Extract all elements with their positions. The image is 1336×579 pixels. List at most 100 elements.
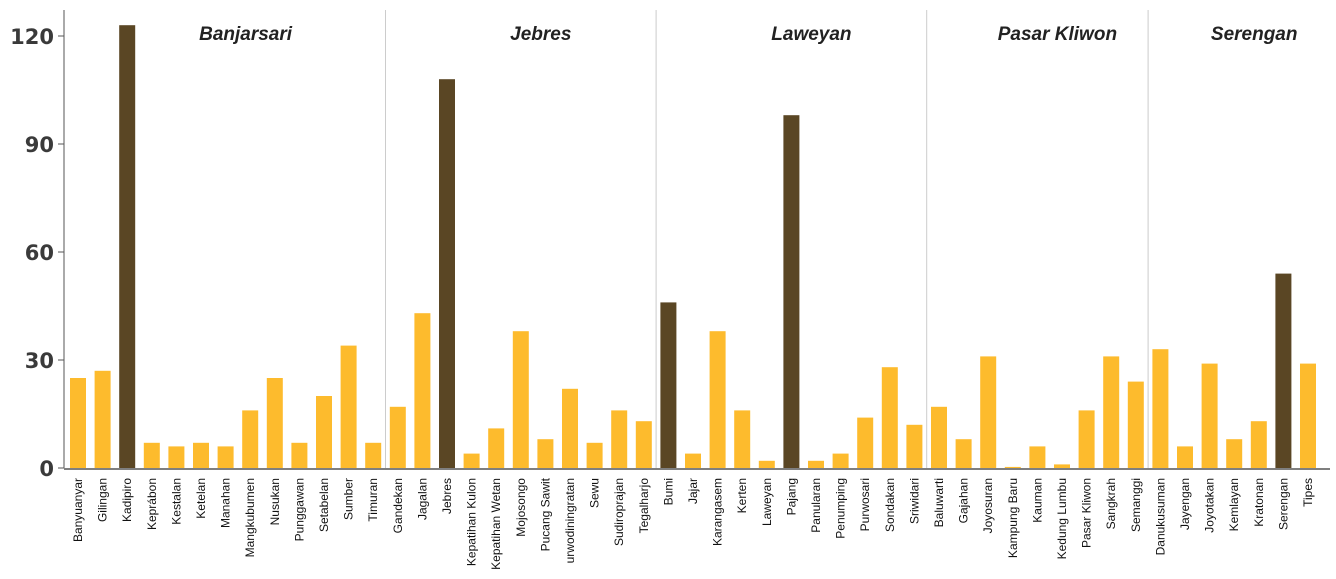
bar — [1127, 381, 1144, 468]
x-tick-label: Manahan — [219, 478, 233, 528]
bar — [193, 442, 209, 468]
group-label: Laweyan — [771, 24, 851, 45]
x-tick-label: Kestalan — [169, 478, 183, 525]
bar — [439, 79, 455, 468]
x-tick-label: Timuran — [366, 478, 380, 522]
bar — [414, 313, 431, 468]
bar — [168, 446, 185, 468]
x-tick-label: Kerten — [735, 478, 749, 513]
x-tick-label: Joyotakan — [1203, 478, 1217, 533]
bar — [685, 453, 701, 468]
bar — [1054, 464, 1070, 468]
bar — [70, 378, 86, 468]
x-tick-label: Sumber — [342, 478, 356, 520]
x-tick-label: Tegalharjo — [637, 478, 651, 534]
bar — [955, 439, 972, 468]
bar — [1226, 439, 1243, 468]
x-tick-label: Pajang — [784, 478, 798, 515]
x-tick-label: Sondakan — [883, 478, 897, 532]
bar — [906, 424, 923, 468]
bar — [660, 302, 677, 468]
y-tick-label: 0 — [39, 457, 54, 481]
x-tick-label: Kauman — [1030, 478, 1044, 523]
x-tick-label: Banyuanyar — [71, 478, 85, 542]
x-tick-label: Tipes — [1301, 478, 1315, 507]
bar — [709, 331, 726, 468]
x-tick-label: Gilingan — [96, 478, 110, 522]
group-label: Banjarsari — [199, 24, 293, 45]
bar — [758, 460, 775, 468]
x-tick-label: Gajahan — [957, 478, 971, 523]
bar — [734, 410, 751, 468]
x-tick-label: Danukusuman — [1153, 478, 1167, 555]
x-tick-label: Laweyan — [760, 478, 774, 526]
x-tick-label: Nusukan — [268, 478, 282, 525]
x-tick-label: Setabelan — [317, 478, 331, 532]
x-tick-label: Ketelan — [194, 478, 208, 519]
bar — [512, 331, 529, 468]
group-label: Jebres — [510, 24, 571, 45]
bar — [1004, 466, 1021, 468]
bar — [94, 370, 111, 468]
bar — [1177, 446, 1193, 468]
x-tick-label: Jagalan — [415, 478, 429, 520]
bar — [389, 406, 406, 468]
x-tick-label: Gandekan — [391, 478, 405, 533]
bar — [537, 439, 554, 468]
x-tick-label: Mangkubumen — [243, 478, 257, 557]
bar — [340, 345, 357, 468]
x-tick-label: Kemlayan — [1227, 478, 1241, 531]
x-tick-label: Pucang Sawit — [538, 477, 552, 551]
bar — [611, 410, 628, 468]
x-tick-label: Sudiroprajan — [612, 478, 626, 546]
x-tick-label: Kratonan — [1252, 478, 1266, 527]
bar — [857, 417, 874, 468]
bar — [266, 378, 283, 468]
bar — [488, 428, 505, 468]
bar — [980, 356, 997, 468]
bar — [463, 453, 480, 468]
x-tick-label: Kedung Lumbu — [1055, 478, 1069, 559]
x-tick-label: Karangasem — [711, 478, 725, 546]
x-tick-label: Semanggi — [1129, 478, 1143, 532]
bar — [143, 442, 160, 468]
x-tick-label: Jayengan — [1178, 478, 1192, 530]
x-tick-label: Panularan — [809, 478, 823, 533]
x-tick-label: Punggawan — [292, 478, 306, 541]
x-tick-label: Jebres — [440, 478, 454, 514]
group-label: Pasar Kliwon — [998, 24, 1117, 45]
x-tick-label: Jajar — [686, 478, 700, 504]
bar — [1250, 421, 1267, 468]
bar — [881, 367, 898, 468]
x-tick-label: Sangkrah — [1104, 478, 1118, 529]
bar — [832, 453, 849, 468]
x-tick-label: Purwosari — [858, 478, 872, 531]
bar — [242, 410, 259, 468]
bar — [808, 460, 824, 468]
bar — [291, 442, 308, 468]
x-tick-label: Mojosongo — [514, 478, 528, 537]
x-tick-label: Keprábon — [145, 478, 159, 530]
y-tick-label: 30 — [25, 349, 54, 373]
x-tick-label: Bumi — [661, 478, 675, 505]
bar — [316, 396, 332, 468]
x-tick-label: Baluwarti — [932, 478, 946, 527]
bar — [1029, 446, 1046, 468]
x-tick-label: urwodiningratan — [563, 478, 577, 563]
x-tick-label: Penumping — [834, 478, 848, 539]
x-tick-label: Kampung Baru — [1006, 478, 1020, 558]
bar — [1103, 356, 1120, 468]
bar — [562, 388, 578, 468]
x-tick-label: Sriwidari — [907, 478, 921, 524]
x-tick-label: Joyosuran — [981, 478, 995, 533]
bar — [931, 406, 947, 468]
bar — [1152, 349, 1169, 468]
bar — [119, 25, 136, 468]
bar — [217, 446, 234, 468]
y-tick-label: 120 — [10, 25, 54, 49]
x-tick-label: Pasar Kliwon — [1080, 478, 1094, 548]
y-tick-label: 60 — [25, 241, 54, 265]
x-tick-label: Sewu — [588, 478, 602, 508]
bar — [1078, 410, 1095, 468]
